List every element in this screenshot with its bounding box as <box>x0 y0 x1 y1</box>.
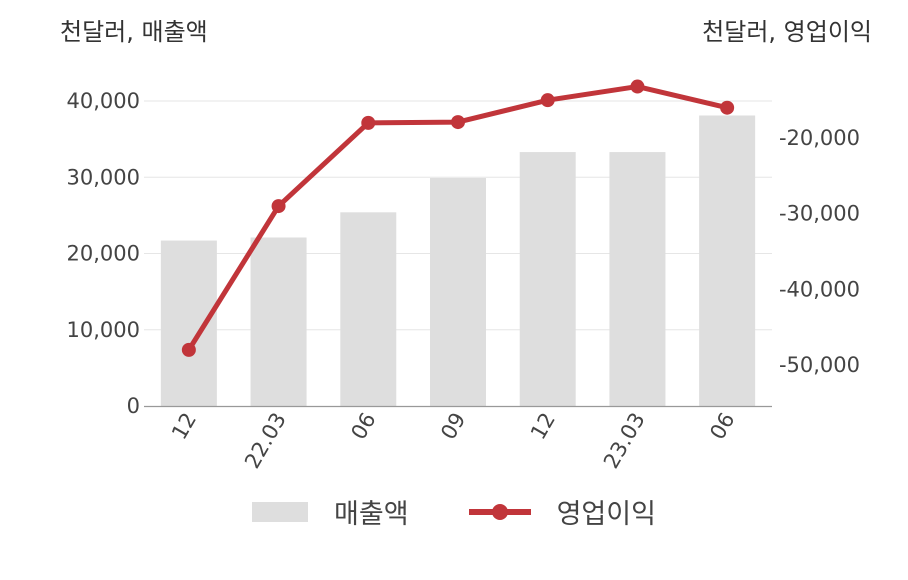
legend-label-operating-profit: 영업이익 <box>556 499 656 530</box>
y-left-tick-label: 20,000 <box>67 242 140 266</box>
legend-bar-swatch <box>252 501 309 522</box>
line-point <box>271 199 286 214</box>
legend-item-revenue: 매출액 <box>252 492 409 531</box>
legend: 매출액 영업이익 <box>0 492 908 531</box>
x-tick-label: 06 <box>346 409 380 444</box>
line-point <box>451 115 465 130</box>
bar <box>699 115 756 407</box>
legend-line-swatch <box>468 501 531 523</box>
y-left-tick-label: 10,000 <box>67 318 140 342</box>
x-tick-label: 09 <box>436 409 470 444</box>
line-point <box>361 115 376 130</box>
line-point <box>540 93 555 108</box>
line-point <box>181 342 196 357</box>
left-axis-unit-label: 천달러, 매출액 <box>60 18 208 46</box>
bar <box>430 178 486 406</box>
bar <box>519 152 576 406</box>
legend-item-operating-profit: 영업이익 <box>409 492 656 531</box>
legend-label-revenue: 매출액 <box>334 499 409 530</box>
y-right-tick-label: -20,000 <box>779 126 860 150</box>
y-left-tick-label: 0 <box>127 394 140 418</box>
x-tick-label: 12 <box>167 409 201 444</box>
combo-chart: 0 10,000 20,000 30,000 40,000 -50,000 -40,000 -… <box>67 79 860 473</box>
x-tick-label: 06 <box>705 409 739 444</box>
bar <box>340 212 397 406</box>
line-point <box>720 100 735 115</box>
bar <box>609 152 666 406</box>
x-tick-label: 23.03 <box>599 409 650 473</box>
y-left-tick-label: 30,000 <box>67 165 140 189</box>
x-tick-label: 12 <box>526 409 560 444</box>
line-point <box>630 79 645 94</box>
bar <box>250 237 307 406</box>
bar <box>160 240 217 406</box>
x-tick-label: 22.03 <box>240 409 291 473</box>
y-right-tick-label: -40,000 <box>779 277 860 301</box>
right-axis-unit-label: 천달러, 영업이익 <box>702 18 872 46</box>
y-left-tick-label: 40,000 <box>67 89 140 113</box>
y-right-tick-label: -50,000 <box>779 353 860 377</box>
y-right-tick-label: -30,000 <box>779 202 860 226</box>
